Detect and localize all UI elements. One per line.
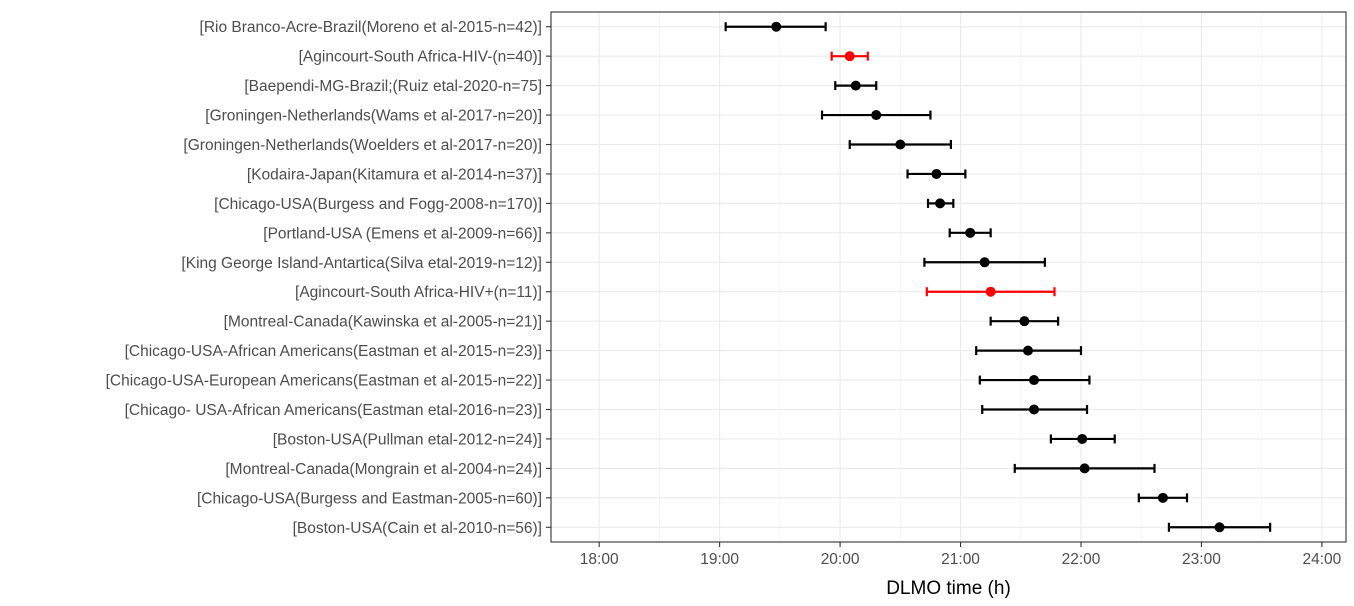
y-tick-label: [Chicago-USA(Burgess and Fogg-2008-n=170… [214,196,542,213]
x-tick-label: 21:00 [941,551,980,568]
y-tick-label: [Agincourt-South Africa-HIV-(n=40)] [299,49,542,66]
data-point [1019,316,1030,327]
data-point [935,198,946,209]
y-tick-label: [Agincourt-South Africa-HIV+(n=11)] [295,284,542,301]
y-tick-label: [Montreal-Canada(Kawinska et al-2005-n=2… [224,314,542,331]
x-axis: 18:00 19:00 20:00 21:00 22:00 23:00 24:00 [580,542,1342,568]
x-tick-label: 22:00 [1062,551,1101,568]
y-tick-label: [King George Island-Antartica(Silva etal… [181,255,542,272]
y-tick-label: [Baependi-MG-Brazil;(Ruiz etal-2020-n=75… [244,78,542,95]
y-tick-label: [Chicago- USA-African Americans(Eastman … [125,402,542,419]
data-point [1077,433,1088,444]
data-point [965,227,976,238]
minor-gridlines [659,12,1263,542]
data-point [1023,345,1033,356]
plot-panel-border [550,11,1347,543]
data-point [985,286,996,297]
y-tick-label: [Rio Branco-Acre-Brazil(Moreno et al-201… [200,19,542,36]
data-point [1079,463,1090,474]
data-point [844,51,855,62]
y-tick-label: [Kodaira-Japan(Kitamura et al-2014-n=37)… [247,166,542,183]
y-tick-label: [Chicago-USA(Burgess and Eastman-2005-n=… [197,490,542,507]
data-point [931,168,942,179]
x-tick-label: 18:00 [580,551,619,568]
data-point [979,257,990,268]
data-point [1029,375,1040,386]
x-axis-title: DLMO time (h) [886,578,1011,599]
data-point [771,21,782,32]
data-point [1029,404,1040,415]
data-point [895,139,906,150]
data-point [1157,492,1168,503]
x-tick-label: 23:00 [1182,551,1221,568]
x-tick-label: 19:00 [700,551,739,568]
data-marks [724,21,1272,533]
y-tick-label: [Groningen-Netherlands(Woelders et al-20… [183,137,542,154]
y-axis-labels: [Rio Branco-Acre-Brazil(Moreno et al-201… [106,19,551,537]
y-tick-label: [Boston-USA(Cain et al-2010-n=56)] [293,520,542,537]
data-point [871,110,882,121]
x-tick-label: 20:00 [821,551,860,568]
data-point [1214,522,1225,533]
y-tick-label: [Boston-USA(Pullman etal-2012-n=24)] [273,431,542,448]
y-tick-label: [Chicago-USA-African Americans(Eastman e… [125,343,542,360]
x-tick-label: 24:00 [1303,551,1342,568]
y-tick-label: [Groningen-Netherlands(Wams et al-2017-n… [205,108,542,125]
y-tick-label: [Montreal-Canada(Mongrain et al-2004-n=2… [225,461,542,478]
major-gridlines [551,12,1346,542]
y-tick-label: [Portland-USA (Emens et al-2009-n=66)] [263,225,542,242]
data-point [850,80,861,91]
y-tick-label: [Chicago-USA-European Americans(Eastman … [106,373,542,390]
